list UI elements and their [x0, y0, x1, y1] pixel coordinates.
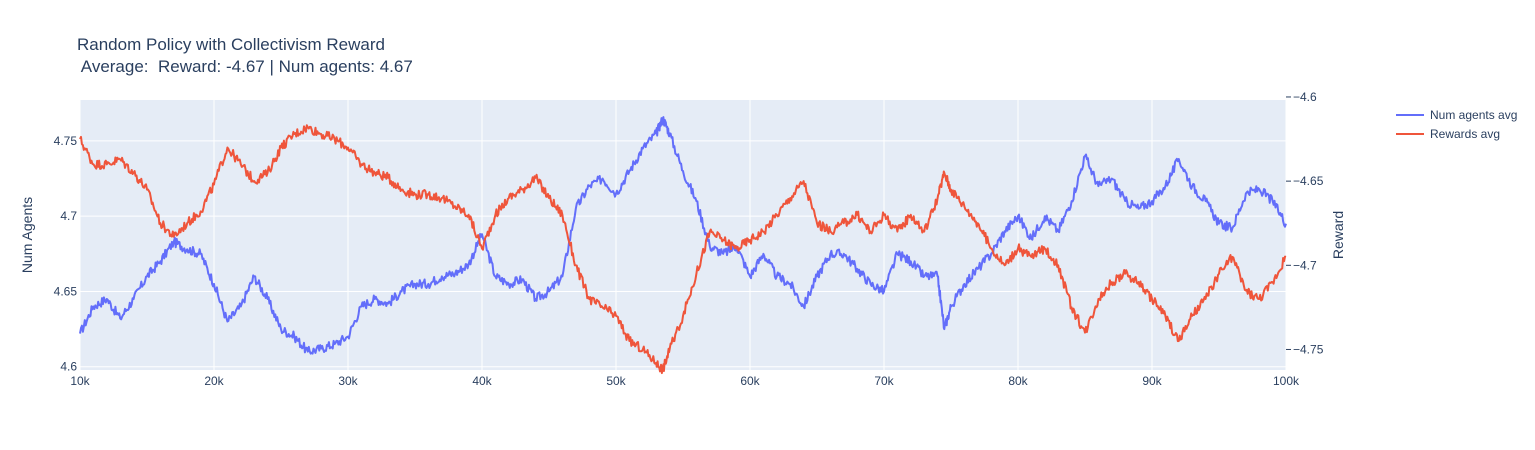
legend-item[interactable]: Num agents avg	[1396, 108, 1517, 122]
left-y-axis: 4.6 4.65 4.7 4.75	[54, 134, 78, 374]
chart-title-line2: Average: Reward: -4.67 | Num agents: 4.6…	[77, 57, 413, 76]
y-left-tick-label: 4.7	[60, 209, 77, 223]
legend-label: Rewards avg	[1430, 127, 1500, 141]
x-tick-label: 20k	[204, 374, 224, 388]
y-left-tick-label: 4.6	[60, 360, 77, 374]
x-tick-label: 10k	[70, 374, 90, 388]
x-axis: 10k 20k 30k 40k 50k 60k 70k 80k 90k 100k	[70, 374, 1300, 388]
x-tick-label: 40k	[472, 374, 492, 388]
series-line-num-agents-avg[interactable]	[79, 116, 1287, 355]
series-line-rewards-avg[interactable]	[79, 124, 1287, 375]
x-tick-label: 100k	[1273, 374, 1300, 388]
x-tick-label: 60k	[740, 374, 760, 388]
y-right-tick-label: −4.75	[1293, 342, 1324, 356]
x-tick-label: 80k	[1008, 374, 1028, 388]
x-tick-label: 90k	[1142, 374, 1162, 388]
legend-item[interactable]: Rewards avg	[1396, 127, 1500, 141]
legend[interactable]: Num agents avg Rewards avg	[1396, 108, 1517, 141]
x-tick-label: 50k	[606, 374, 626, 388]
grid	[79, 100, 1287, 370]
left-y-axis-title: Num Agents	[19, 197, 35, 273]
y-left-tick-label: 4.65	[54, 284, 78, 298]
series-layer	[79, 116, 1287, 375]
y-right-tick-label: −4.65	[1293, 174, 1324, 188]
legend-label: Num agents avg	[1430, 108, 1517, 122]
right-y-axis-title: Reward	[1330, 211, 1346, 259]
x-tick-label: 30k	[338, 374, 358, 388]
x-tick-label: 70k	[874, 374, 894, 388]
right-y-axis: −4.75 −4.7 −4.65 −4.6	[1286, 90, 1324, 356]
chart-title-line1: Random Policy with Collectivism Reward	[77, 35, 385, 54]
y-right-tick-label: −4.7	[1293, 258, 1317, 272]
y-left-tick-label: 4.75	[54, 134, 78, 148]
y-right-tick-label: −4.6	[1293, 90, 1317, 104]
